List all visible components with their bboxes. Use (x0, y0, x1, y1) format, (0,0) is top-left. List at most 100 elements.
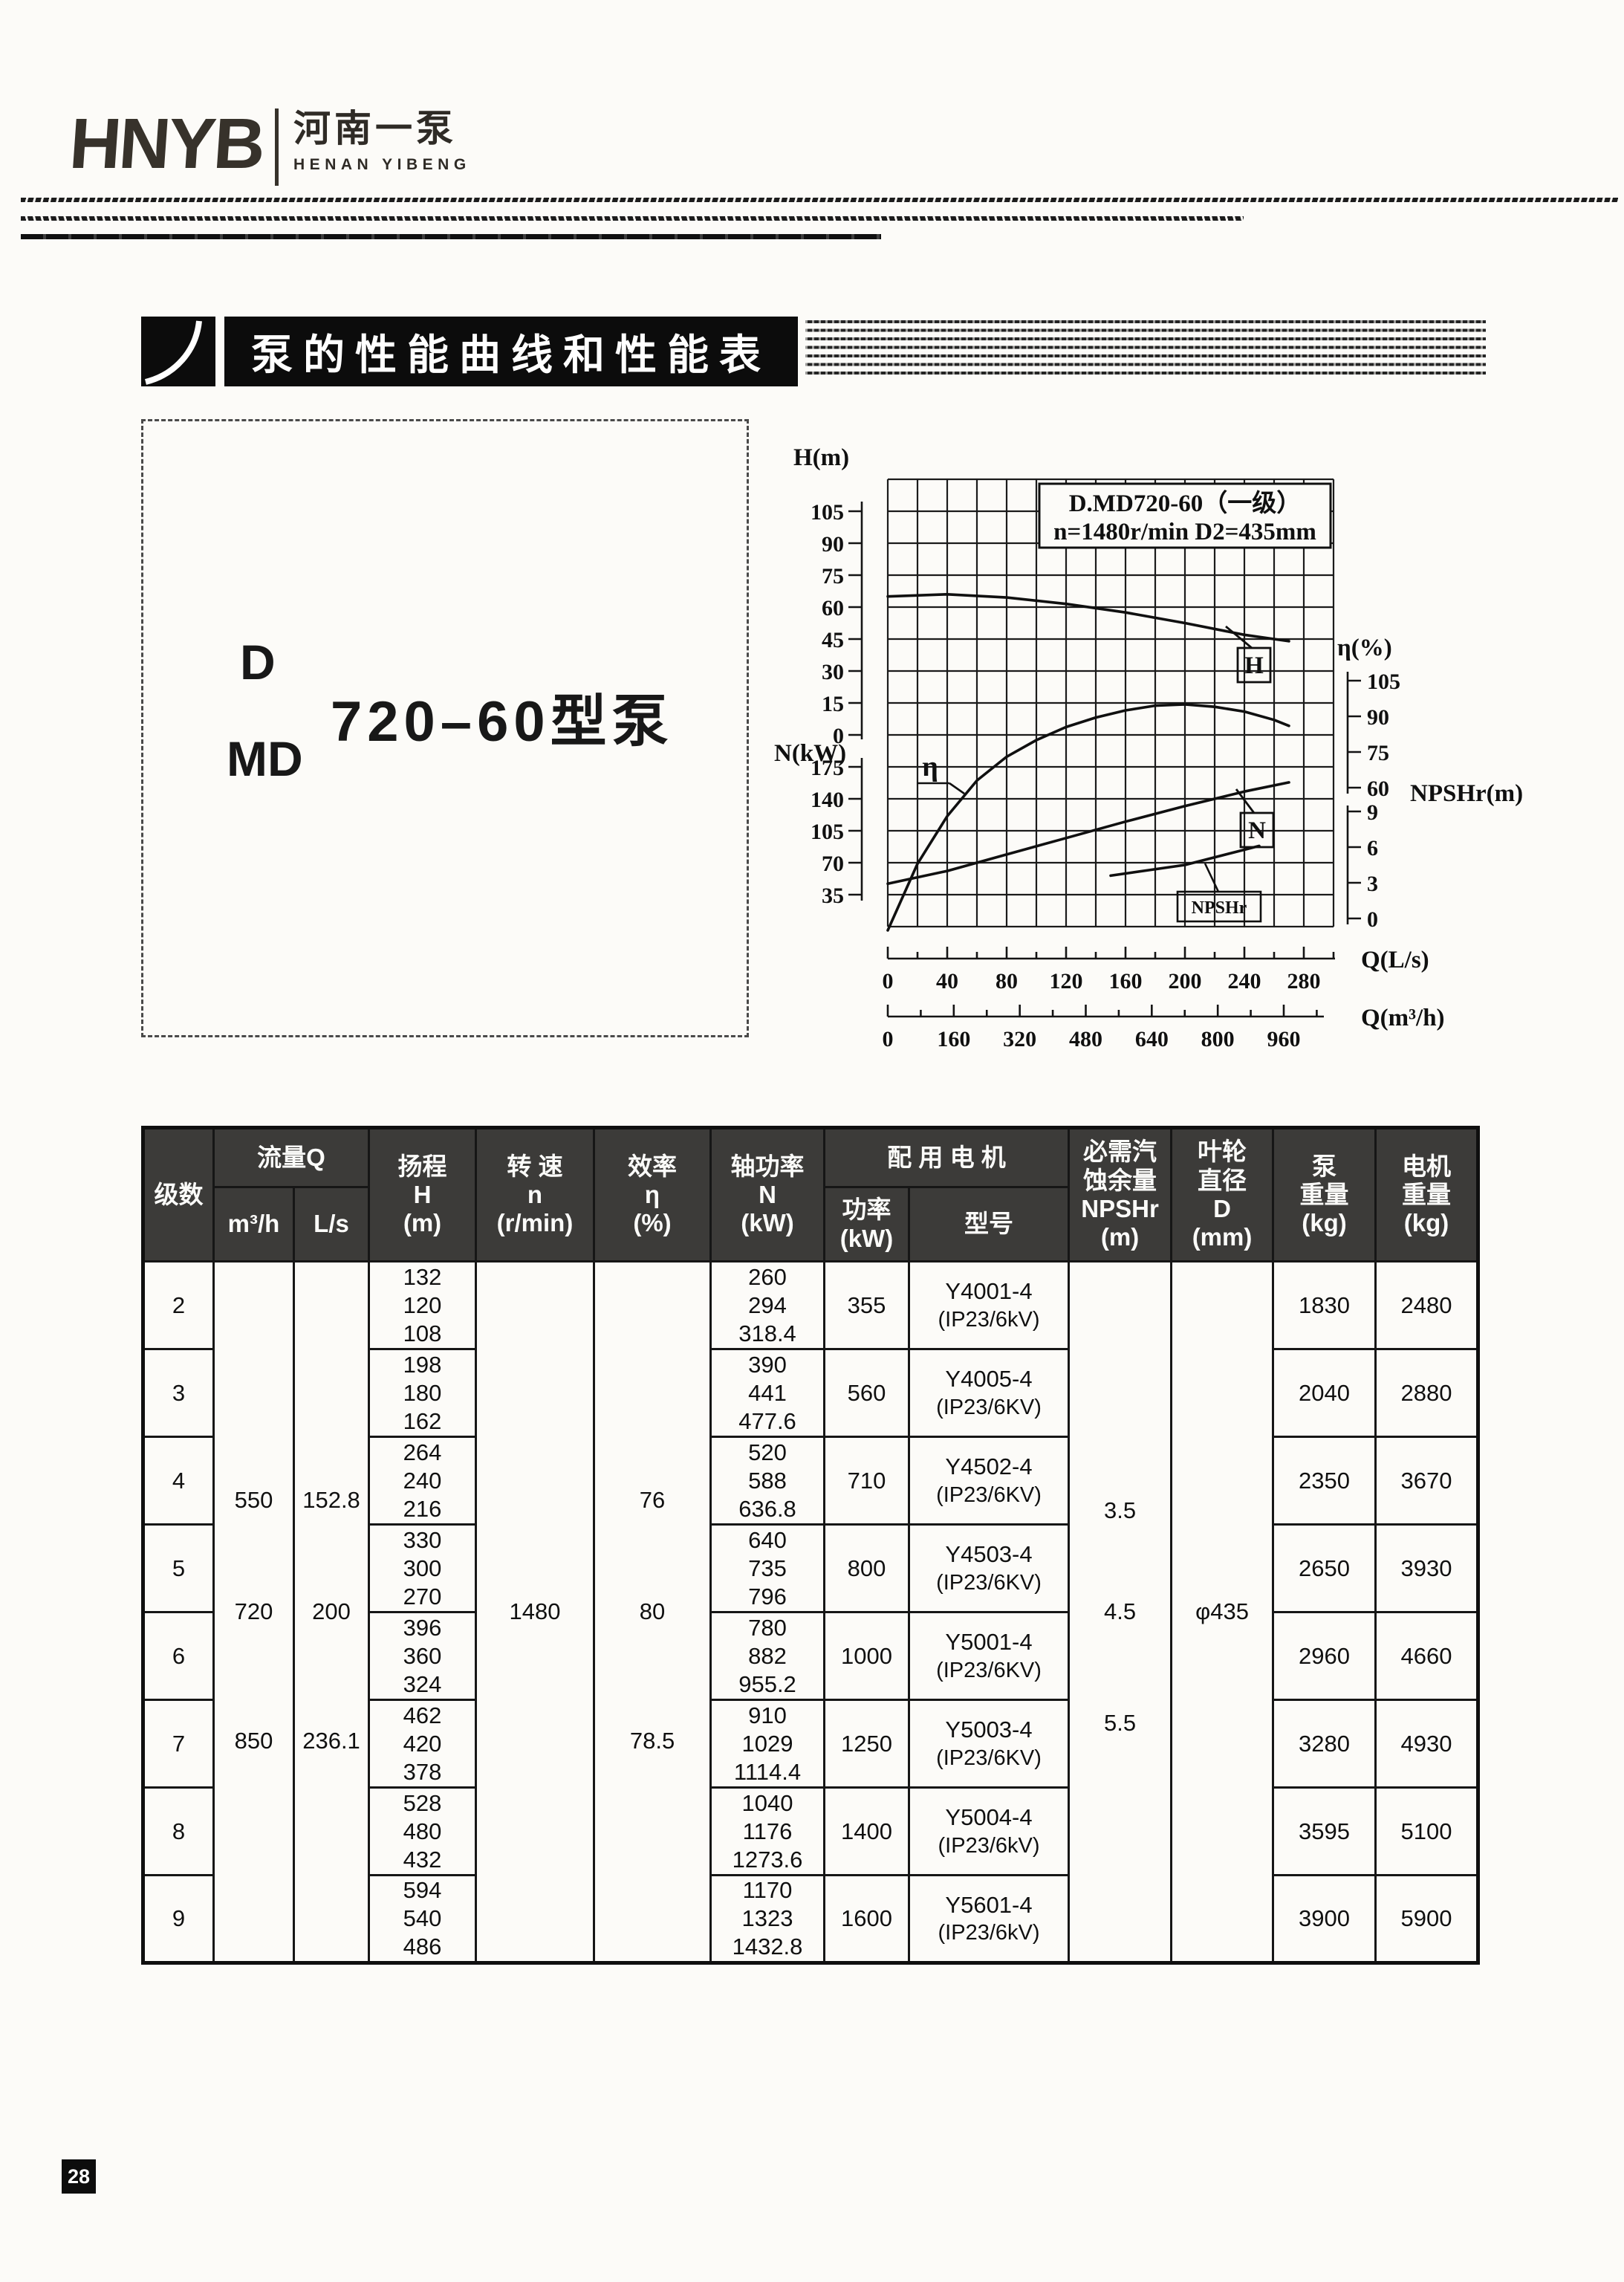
axis-label-efficiency: η(%) (1337, 635, 1392, 661)
axis-flow-m3h-tick: 800 (1201, 1027, 1235, 1051)
cell-shaft-power-value: 1170 (742, 1877, 793, 1903)
col-header-motor-weight: 电机 重量 (kg) (1374, 1127, 1480, 1262)
cell-stage: 2 (142, 1260, 215, 1350)
col-header-stage: 级数 (142, 1127, 215, 1262)
cell-motor-power: 1400 (823, 1786, 911, 1876)
cell-shaft-power-value: 294 (748, 1291, 787, 1318)
motor-model-name: Y4502-4 (945, 1453, 1033, 1480)
cell-efficiency-value: 78.5 (629, 1728, 675, 1754)
axis-label-power: N(kW) (774, 740, 846, 767)
curve-η (886, 703, 1290, 932)
cell-pump-weight: 3900 (1272, 1874, 1377, 1964)
col-header-motor-power: 功率 (kW) (823, 1186, 911, 1262)
cell-motor-model: Y4001-4 (IP23/6kV) (908, 1260, 1071, 1350)
cell-pump-weight: 1830 (1272, 1260, 1377, 1350)
divider-rule-middle (21, 216, 1244, 221)
cell-motor-model: Y5001-4 (IP23/6KV) (908, 1611, 1071, 1701)
cell-pump-weight: 2650 (1272, 1523, 1377, 1613)
axis-head-tick: 90 (822, 532, 844, 557)
axis-flow-m3h: 0 160 320 480 640 800 960 (883, 1005, 1324, 1051)
cell-head: 528 480 432 (368, 1786, 478, 1876)
cell-head-value: 420 (403, 1730, 442, 1757)
cell-head-value: 216 (403, 1495, 442, 1522)
cell-shaft-power-value: 1114.4 (733, 1758, 802, 1785)
axis-head-tick: 30 (822, 660, 844, 684)
cell-shaft-power: 1040 1176 1273.6 (709, 1786, 826, 1876)
cell-flow-m3h-value: 550 (234, 1486, 273, 1513)
cell-head: 462 420 378 (368, 1699, 478, 1789)
axis-flow-m3h-tick: 640 (1135, 1027, 1169, 1051)
motor-enclosure: (IP23/6KV) (936, 1570, 1042, 1595)
cell-head-value: 264 (403, 1439, 442, 1465)
curve-label-power: N (1248, 817, 1266, 844)
cell-shaft-power-value: 882 (748, 1642, 787, 1669)
cell-shaft-power-value: 955.2 (738, 1670, 796, 1697)
axis-flow-ls-tick: 40 (936, 969, 958, 993)
cell-head-value: 480 (403, 1818, 442, 1844)
cell-stage: 3 (142, 1348, 215, 1438)
col-header-shaft-power: 轴功率 N (kW) (709, 1127, 826, 1262)
cell-stage: 9 (142, 1874, 215, 1964)
table-row: 9 594 540 486 1170 1323 1432.8 1600 Y5601-4 (IP23… (142, 1874, 1480, 1964)
section-title: 泵的性能曲线和性能表 (251, 331, 771, 378)
cell-head-value: 528 (403, 1789, 442, 1816)
axis-power-tick: 105 (811, 820, 844, 844)
motor-enclosure: (IP23/6kV) (938, 1833, 1040, 1858)
cell-motor-weight: 4660 (1374, 1611, 1480, 1701)
table-row: 5 330 300 270 640 735 796 800 Y4503-4 (IP23/6KV) 2… (142, 1523, 1480, 1613)
curve-labels: H Nη NPSHr (917, 625, 1275, 923)
cell-pump-weight: 2350 (1272, 1436, 1377, 1526)
table-row: 2 550 720 850 152.8 200 236.1 132 120 108 1480 76 80… (142, 1260, 1480, 1964)
curve-label-head: H (1244, 652, 1264, 679)
chart-title-box (1038, 482, 1332, 549)
axis-head-tick: 15 (822, 692, 844, 716)
cell-motor-power: 1600 (823, 1874, 911, 1964)
cell-head-value: 108 (403, 1320, 442, 1346)
axis-power-tick: 35 (822, 884, 844, 908)
cell-head-value: 132 (403, 1263, 442, 1290)
motor-model-name: Y5004-4 (945, 1804, 1033, 1831)
axis-head-tick: 45 (822, 628, 844, 652)
cell-motor-weight: 4930 (1374, 1699, 1480, 1789)
cell-shaft-power-value: 318.4 (738, 1320, 796, 1346)
cell-stage: 8 (142, 1786, 215, 1876)
col-header-speed: 转 速 n (r/min) (475, 1127, 596, 1262)
axis-flow-ls: 0 40 80 120 160 200 240 280 (883, 947, 1335, 993)
cell-stage: 7 (142, 1699, 215, 1789)
cell-head: 264 240 216 (368, 1436, 478, 1526)
cell-flow-ls-value: 200 (312, 1598, 351, 1625)
cell-head-value: 462 (403, 1702, 442, 1728)
col-header-flow: 流量Q (212, 1127, 371, 1188)
series-letter-d: D (240, 635, 276, 690)
col-header-flow-ls: L/s (292, 1186, 371, 1262)
cell-head-value: 378 (403, 1758, 442, 1785)
cell-flow-m3h-value: 720 (234, 1598, 273, 1625)
motor-model-name: Y4503-4 (945, 1541, 1033, 1568)
curve-label-npshr: NPSHr (1192, 898, 1247, 918)
axis-flow-ls-tick: 120 (1050, 969, 1083, 993)
axis-flow-m3h-tick: 160 (937, 1027, 970, 1051)
cell-shaft-power-value: 260 (748, 1263, 787, 1290)
axis-npshr: 9 6 3 0 (1346, 800, 1378, 932)
motor-model-name: Y5601-4 (945, 1891, 1033, 1918)
cell-motor-power: 1250 (823, 1699, 911, 1789)
section-title-banner: 泵的性能曲线和性能表 (224, 317, 798, 386)
col-header-motor-model: 型号 (908, 1186, 1071, 1262)
cell-shaft-power-value: 1432.8 (732, 1933, 803, 1960)
divider-rule-top (21, 198, 1618, 202)
cell-head-value: 540 (403, 1905, 442, 1931)
axis-label-npshr: NPSHr(m) (1410, 780, 1523, 807)
col-header-flow-m3h: m³/h (212, 1186, 295, 1262)
cell-motor-model: Y5004-4 (IP23/6kV) (908, 1786, 1071, 1876)
cell-pump-weight: 2960 (1272, 1611, 1377, 1701)
cell-shaft-power: 390 441 477.6 (709, 1348, 826, 1438)
axis-npshr-tick: 9 (1367, 800, 1378, 825)
cell-head: 330 300 270 (368, 1523, 478, 1613)
cell-shaft-power-value: 1040 (741, 1789, 793, 1816)
axis-head-tick: 60 (822, 596, 844, 620)
cell-head-value: 486 (403, 1933, 442, 1960)
table-row: 3 198 180 162 390 441 477.6 560 Y4005-4 (IP23/6KV… (142, 1348, 1480, 1438)
col-header-motor: 配 用 电 机 (823, 1127, 1071, 1188)
logo-abbr: HNYB (67, 104, 266, 184)
